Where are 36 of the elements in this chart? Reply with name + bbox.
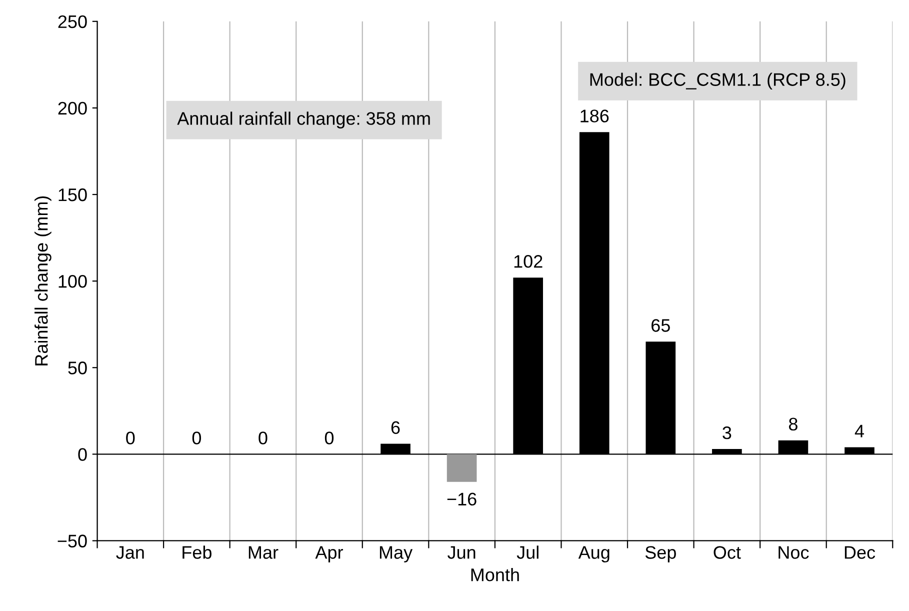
data-label: 6 [391, 421, 400, 434]
data-label: −16 [447, 492, 476, 506]
data-label: 0 [192, 432, 201, 444]
x-tick-label: May [380, 546, 413, 562]
data-label: 0 [258, 432, 268, 444]
x-tick-label: Mar [248, 546, 278, 559]
x-tick-label: Jun [448, 546, 476, 559]
x-tick-label: Jul [516, 546, 538, 559]
data-label: 3 [722, 426, 732, 440]
x-tick-label: Aug [578, 546, 610, 562]
y-tick-label: 100 [58, 274, 87, 288]
x-tick-label: Noc [778, 546, 809, 559]
data-label: 186 [580, 110, 609, 122]
data-label: 4 [854, 424, 864, 438]
data-label: 0 [324, 432, 334, 444]
x-tick-label: Dec [844, 546, 876, 559]
annotation: Annual rainfall change: 358 mm [177, 112, 430, 128]
x-tick-label: Apr [315, 546, 343, 562]
y-tick-label: 250 [58, 15, 87, 28]
y-tick-label: −50 [58, 534, 87, 548]
annotation: Model: BCC_CSM1.1 (RCP 8.5) [590, 72, 846, 90]
x-tick-label: Sep [645, 546, 676, 562]
x-tick-label: Oct [714, 546, 741, 559]
x-tick-label: Feb [182, 546, 212, 559]
data-label: 8 [788, 418, 798, 431]
y-tick-label: 0 [78, 448, 87, 461]
x-axis-title: Month [471, 568, 519, 582]
bar [446, 454, 477, 482]
y-tick-label: 200 [58, 102, 87, 115]
data-label: 65 [652, 319, 670, 332]
y-axis-title: Rainfall change (mm) [34, 196, 52, 366]
data-label: 0 [126, 432, 135, 444]
y-tick-label: 50 [68, 362, 87, 374]
x-tick-label: Jan [116, 546, 144, 559]
data-label: 102 [514, 255, 542, 268]
y-tick-label: 150 [58, 188, 87, 202]
